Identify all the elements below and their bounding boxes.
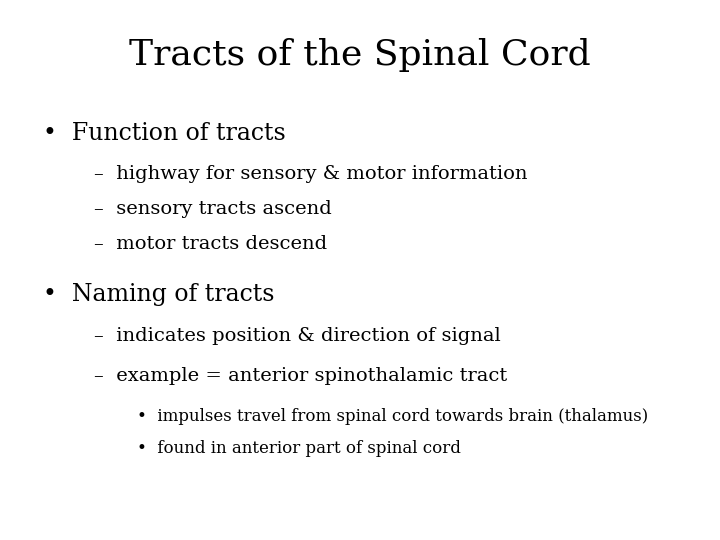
Text: Tracts of the Spinal Cord: Tracts of the Spinal Cord — [129, 38, 591, 72]
Text: –  indicates position & direction of signal: – indicates position & direction of sign… — [94, 327, 500, 345]
Text: –  sensory tracts ascend: – sensory tracts ascend — [94, 200, 331, 218]
Text: •  Naming of tracts: • Naming of tracts — [43, 284, 275, 307]
Text: •  Function of tracts: • Function of tracts — [43, 122, 286, 145]
Text: –  motor tracts descend: – motor tracts descend — [94, 235, 327, 253]
Text: –  highway for sensory & motor information: – highway for sensory & motor informatio… — [94, 165, 527, 183]
Text: •  found in anterior part of spinal cord: • found in anterior part of spinal cord — [137, 440, 461, 457]
Text: –  example = anterior spinothalamic tract: – example = anterior spinothalamic tract — [94, 367, 507, 385]
Text: •  impulses travel from spinal cord towards brain (thalamus): • impulses travel from spinal cord towar… — [137, 408, 648, 424]
